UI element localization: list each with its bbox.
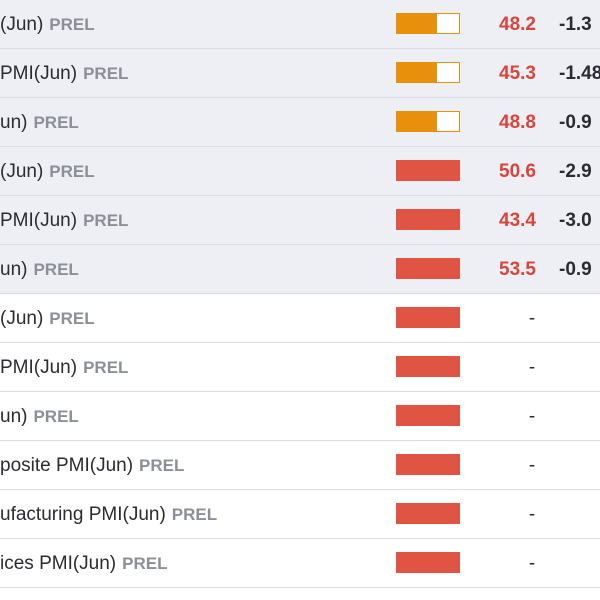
event-title: (Jun) [0,14,44,35]
prel-tag: PREL [33,260,79,279]
impact-high-indicator [396,454,460,475]
actual-value: 48.8 [499,112,536,133]
prel-tag: PREL [33,113,79,132]
event-name: un) PREL [0,245,79,294]
event-name: ufacturing PMI(Jun) PREL [0,490,217,539]
prel-tag: PREL [33,407,79,426]
actual-value: 48.2 [499,14,536,35]
actual-value: - [528,308,536,329]
table-row[interactable]: (Jun) PREL 48.2 -1.3 [0,0,600,49]
prel-tag: PREL [49,15,95,34]
table-row[interactable]: PMI(Jun) PREL 43.4 -3.0 [0,196,600,245]
event-name: un) PREL [0,98,79,147]
event-title: (Jun) [0,161,44,182]
impact-medium-indicator [396,62,460,83]
prel-tag: PREL [83,211,129,230]
impact-high-indicator [396,307,460,328]
change-value: -0.9 [559,259,592,280]
event-name: posite PMI(Jun) PREL [0,441,184,490]
table-row[interactable]: PMI(Jun) PREL 45.3 -1.48 [0,49,600,98]
event-name: (Jun) PREL [0,147,95,196]
actual-value: - [528,406,536,427]
impact-medium-indicator [396,111,460,132]
event-name: (Jun) PREL [0,0,95,49]
impact-fill [397,112,437,131]
event-title: PMI(Jun) [0,357,78,378]
actual-value: - [528,357,536,378]
impact-fill [397,63,437,82]
impact-high-indicator [396,258,460,279]
prel-tag: PREL [139,456,185,475]
table-row[interactable]: un) PREL 48.8 -0.9 [0,98,600,147]
actual-value: 53.5 [499,259,536,280]
event-title: un) [0,406,28,427]
change-value: -1.3 [559,14,592,35]
change-value: -1.48 [559,63,600,84]
actual-value: 45.3 [499,63,536,84]
event-title: PMI(Jun) [0,63,78,84]
prel-tag: PREL [171,505,218,524]
event-title: PMI(Jun) [0,210,78,231]
prel-tag: PREL [83,358,129,377]
impact-high-indicator [396,209,460,230]
impact-high-indicator [396,552,460,573]
impact-high-indicator [396,356,460,377]
event-title: ufacturing PMI(Jun) [0,504,166,525]
change-value: -2.9 [559,161,592,182]
actual-value: 50.6 [499,161,536,182]
event-title: posite PMI(Jun) [0,455,134,476]
event-title: un) [0,112,28,133]
table-row[interactable]: (Jun) PREL - [0,294,600,343]
actual-value: - [528,504,536,525]
table-row[interactable]: posite PMI(Jun) PREL - [0,441,600,490]
prel-tag: PREL [83,64,129,83]
prel-tag: PREL [49,309,95,328]
event-name: (Jun) PREL [0,294,95,343]
impact-medium-indicator [396,13,460,34]
impact-high-indicator [396,405,460,426]
table-row[interactable]: un) PREL - [0,392,600,441]
table-row[interactable]: PMI(Jun) PREL - [0,343,600,392]
event-name: ices PMI(Jun) PREL [0,539,167,588]
change-value: -0.9 [559,112,592,133]
table-row[interactable]: un) PREL 53.5 -0.9 [0,245,600,294]
event-title: un) [0,259,28,280]
actual-value: 43.4 [499,210,536,231]
table-row[interactable]: ices PMI(Jun) PREL - [0,539,600,588]
actual-value: - [528,455,536,476]
actual-value: - [528,553,536,574]
event-title: (Jun) [0,308,44,329]
change-value: -3.0 [559,210,592,231]
table-row[interactable]: ufacturing PMI(Jun) PREL - [0,490,600,539]
prel-tag: PREL [49,162,95,181]
impact-high-indicator [396,503,460,524]
event-name: PMI(Jun) PREL [0,343,128,392]
impact-fill [397,14,437,33]
event-name: un) PREL [0,392,79,441]
event-name: PMI(Jun) PREL [0,196,128,245]
event-title: ices PMI(Jun) [0,553,117,574]
event-name: PMI(Jun) PREL [0,49,128,98]
prel-tag: PREL [122,554,168,573]
impact-high-indicator [396,160,460,181]
table-row[interactable]: (Jun) PREL 50.6 -2.9 [0,147,600,196]
